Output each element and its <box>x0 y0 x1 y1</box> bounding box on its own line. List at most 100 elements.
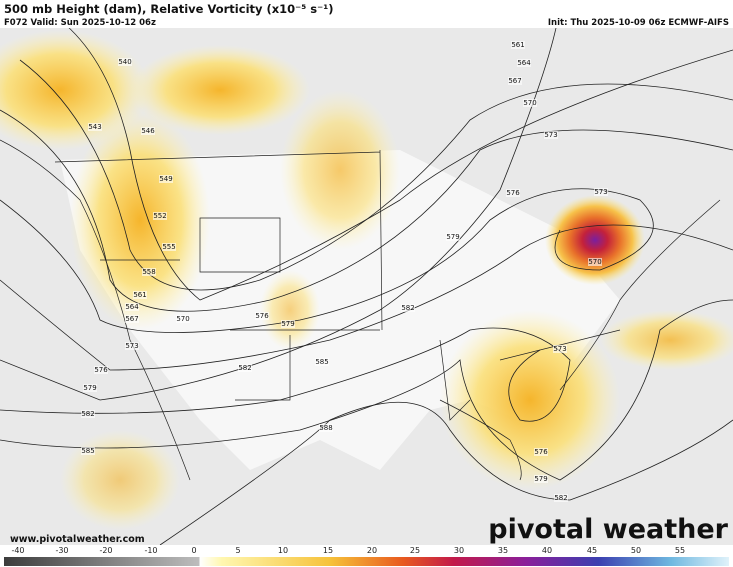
vorticity-area <box>60 430 180 530</box>
label-bg <box>508 77 522 85</box>
contour-label: 543 <box>88 123 101 131</box>
colorbar-label: 15 <box>323 546 333 555</box>
vorticity-area <box>70 110 210 330</box>
contour-label: 585 <box>81 447 94 455</box>
label-bg <box>281 320 295 328</box>
label-bg <box>176 315 190 323</box>
colorbar-label: 20 <box>367 546 377 555</box>
colorbar-label: 0 <box>191 546 196 555</box>
coastline <box>439 199 721 481</box>
height-contour <box>0 327 571 422</box>
label-bg <box>517 59 531 67</box>
label-bg <box>315 358 329 366</box>
colorbar-label: 40 <box>542 546 552 555</box>
contour-label: 567 <box>125 315 138 323</box>
contour-label: 579 <box>534 475 547 483</box>
label-bg <box>554 494 568 502</box>
height-contours <box>0 0 733 546</box>
label-bg <box>81 447 95 455</box>
contour-label: 567 <box>508 77 521 85</box>
label-bg <box>523 99 537 107</box>
contour-label: 561 <box>511 41 524 49</box>
label-bg <box>255 312 269 320</box>
colorbar-label: 30 <box>454 546 464 555</box>
label-bg <box>162 243 176 251</box>
colorbar <box>4 557 729 566</box>
label-bg <box>553 345 567 353</box>
contour-label: 561 <box>133 291 146 299</box>
colorbar-label: 25 <box>410 546 420 555</box>
vorticity-area <box>440 310 620 490</box>
contour-label: 573 <box>594 188 607 196</box>
colorbar-label: 5 <box>235 546 240 555</box>
contour-label: 576 <box>255 312 269 320</box>
height-contour <box>0 224 733 371</box>
label-bg <box>534 448 548 456</box>
valid-time: F072 Valid: Sun 2025-10-12 06z <box>4 18 156 28</box>
contour-label: 555 <box>162 243 175 251</box>
height-contour <box>19 59 733 291</box>
vorticity-area <box>130 45 310 135</box>
contour-label: 558 <box>142 268 155 276</box>
label-bg <box>238 364 252 372</box>
label-bg <box>319 424 333 432</box>
title: 500 mb Height (dam), Relative Vorticity … <box>4 2 334 16</box>
vorticity-max <box>545 195 645 285</box>
label-bg <box>446 233 460 241</box>
label-bg <box>94 366 108 374</box>
colorbar-label: 50 <box>631 546 641 555</box>
border <box>54 149 621 421</box>
colorbar-label: 55 <box>675 546 685 555</box>
contour-label: 564 <box>125 303 139 311</box>
contour-label: 579 <box>83 384 96 392</box>
logo: pivotal weather <box>488 514 728 545</box>
vorticity-area <box>600 310 733 370</box>
contour-label: 564 <box>517 59 531 67</box>
contour-label: 546 <box>141 127 155 135</box>
height-contour <box>0 188 654 333</box>
label-bg <box>125 342 139 350</box>
colorbar-label: -40 <box>11 546 24 555</box>
contour-label: 576 <box>534 448 548 456</box>
vorticity-area <box>280 90 400 250</box>
colorbar-label: -30 <box>55 546 68 555</box>
label-bg <box>133 291 147 299</box>
contour-labels: 540 543 546 549 552 555 558 561 564 567 570 573 576 5… <box>81 41 608 502</box>
contour-label: 582 <box>81 410 94 418</box>
coastline <box>0 139 191 481</box>
label-bg <box>142 268 156 276</box>
label-bg <box>159 175 173 183</box>
contour-label: 579 <box>446 233 459 241</box>
website: www.pivotalweather.com <box>10 534 145 545</box>
colorbar-label: 45 <box>587 546 597 555</box>
label-bg <box>125 315 139 323</box>
contour-label: 540 <box>118 58 131 66</box>
contour-label: 576 <box>506 189 520 197</box>
label-bg <box>588 258 602 266</box>
label-bg <box>534 475 548 483</box>
height-contour <box>159 401 733 546</box>
contour-label: 582 <box>401 304 414 312</box>
label-bg <box>506 189 520 197</box>
contour-label: 570 <box>588 258 601 266</box>
contour-label: 570 <box>176 315 189 323</box>
contour-label: 582 <box>238 364 251 372</box>
label-bg <box>141 127 155 135</box>
label-bg <box>81 410 95 418</box>
borders <box>0 139 721 481</box>
contour-label: 588 <box>319 424 332 432</box>
contour-label: 573 <box>544 131 557 139</box>
label-bg <box>511 41 525 49</box>
label-bg <box>594 188 608 196</box>
label-bg <box>118 58 132 66</box>
colorbar-label: -10 <box>144 546 157 555</box>
label-bg <box>88 123 102 131</box>
contour-label: 552 <box>153 212 166 220</box>
contour-label: 573 <box>553 345 566 353</box>
colorbar-label: 35 <box>498 546 508 555</box>
label-bg <box>83 384 97 392</box>
contour-label: 573 <box>125 342 138 350</box>
label-bg <box>153 212 167 220</box>
contour-label: 582 <box>554 494 567 502</box>
